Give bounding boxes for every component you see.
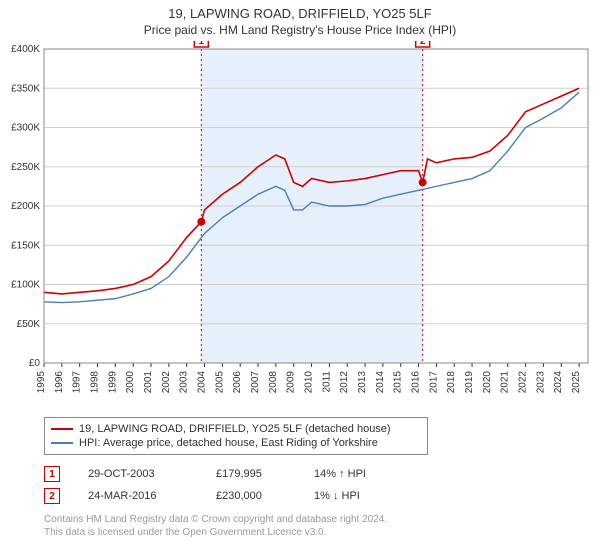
sale-price: £230,000	[216, 490, 286, 502]
svg-text:£0: £0	[29, 358, 41, 369]
svg-text:£200K: £200K	[11, 201, 40, 212]
svg-text:2015: 2015	[393, 371, 404, 394]
svg-text:1999: 1999	[107, 371, 118, 394]
line-chart-svg: £0 £50K £100K £150K £200K £250K £300K £350K £400…	[0, 41, 600, 411]
legend-swatch	[51, 428, 73, 430]
svg-text:2009: 2009	[286, 371, 297, 394]
legend-item: HPI: Average price, detached house, East…	[51, 436, 421, 450]
svg-text:2019: 2019	[464, 371, 475, 394]
svg-text:2000: 2000	[125, 371, 136, 394]
svg-text:2010: 2010	[304, 371, 315, 394]
attribution-line: This data is licensed under the Open Gov…	[44, 526, 600, 539]
svg-text:2018: 2018	[446, 371, 457, 394]
svg-text:2023: 2023	[535, 371, 546, 394]
legend-box: 19, LAPWING ROAD, DRIFFIELD, YO25 5LF (d…	[44, 417, 428, 455]
svg-text:£100K: £100K	[11, 280, 40, 291]
svg-text:£150K: £150K	[11, 240, 40, 251]
attribution-line: Contains HM Land Registry data © Crown c…	[44, 513, 600, 526]
svg-text:£400K: £400K	[11, 44, 40, 55]
svg-text:2021: 2021	[500, 371, 511, 394]
chart-area: £0 £50K £100K £150K £200K £250K £300K £350K £400…	[0, 41, 600, 411]
svg-text:2004: 2004	[197, 371, 208, 394]
svg-text:2022: 2022	[518, 371, 529, 394]
svg-text:£250K: £250K	[11, 162, 40, 173]
svg-text:£300K: £300K	[11, 123, 40, 134]
svg-text:1995: 1995	[36, 371, 47, 394]
legend-label: HPI: Average price, detached house, East…	[79, 437, 378, 449]
svg-text:2011: 2011	[321, 371, 332, 393]
legend-swatch	[51, 442, 73, 444]
svg-text:2020: 2020	[482, 371, 493, 394]
sale-marker: 2	[44, 488, 60, 504]
sale-hpi-delta: 14% ↑ HPI	[314, 468, 394, 480]
svg-text:2007: 2007	[250, 371, 261, 394]
svg-text:2024: 2024	[553, 371, 564, 394]
chart-subtitle: Price paid vs. HM Land Registry's House …	[0, 21, 600, 41]
sale-marker: 1	[44, 466, 60, 482]
svg-text:2008: 2008	[268, 371, 279, 394]
svg-text:2: 2	[420, 41, 426, 47]
legend-label: 19, LAPWING ROAD, DRIFFIELD, YO25 5LF (d…	[79, 423, 391, 435]
sale-date: 29-OCT-2003	[88, 468, 188, 480]
svg-text:2016: 2016	[411, 371, 422, 394]
attribution: Contains HM Land Registry data © Crown c…	[44, 513, 600, 539]
svg-text:£350K: £350K	[11, 83, 40, 94]
svg-text:2013: 2013	[357, 371, 368, 394]
svg-text:2003: 2003	[179, 371, 190, 394]
sale-row: 2 24-MAR-2016 £230,000 1% ↓ HPI	[44, 485, 600, 507]
sales-table: 1 29-OCT-2003 £179,995 14% ↑ HPI 2 24-MAR-201…	[44, 463, 600, 507]
chart-title: 19, LAPWING ROAD, DRIFFIELD, YO25 5LF	[0, 0, 600, 21]
sale-hpi-delta: 1% ↓ HPI	[314, 490, 394, 502]
svg-text:1998: 1998	[90, 371, 101, 394]
svg-text:2014: 2014	[375, 371, 386, 394]
svg-text:2006: 2006	[232, 371, 243, 394]
sale-price: £179,995	[216, 468, 286, 480]
svg-text:2005: 2005	[214, 371, 225, 394]
sale-date: 24-MAR-2016	[88, 490, 188, 502]
svg-text:£50K: £50K	[17, 319, 41, 330]
svg-text:2002: 2002	[161, 371, 172, 394]
svg-text:1997: 1997	[72, 371, 83, 394]
legend-item: 19, LAPWING ROAD, DRIFFIELD, YO25 5LF (d…	[51, 422, 421, 436]
sale-row: 1 29-OCT-2003 £179,995 14% ↑ HPI	[44, 463, 600, 485]
svg-text:2001: 2001	[143, 371, 154, 394]
svg-text:2017: 2017	[428, 371, 439, 394]
svg-text:2025: 2025	[571, 371, 582, 394]
svg-text:1996: 1996	[54, 371, 65, 394]
svg-text:1: 1	[199, 41, 205, 47]
svg-text:2012: 2012	[339, 371, 350, 394]
